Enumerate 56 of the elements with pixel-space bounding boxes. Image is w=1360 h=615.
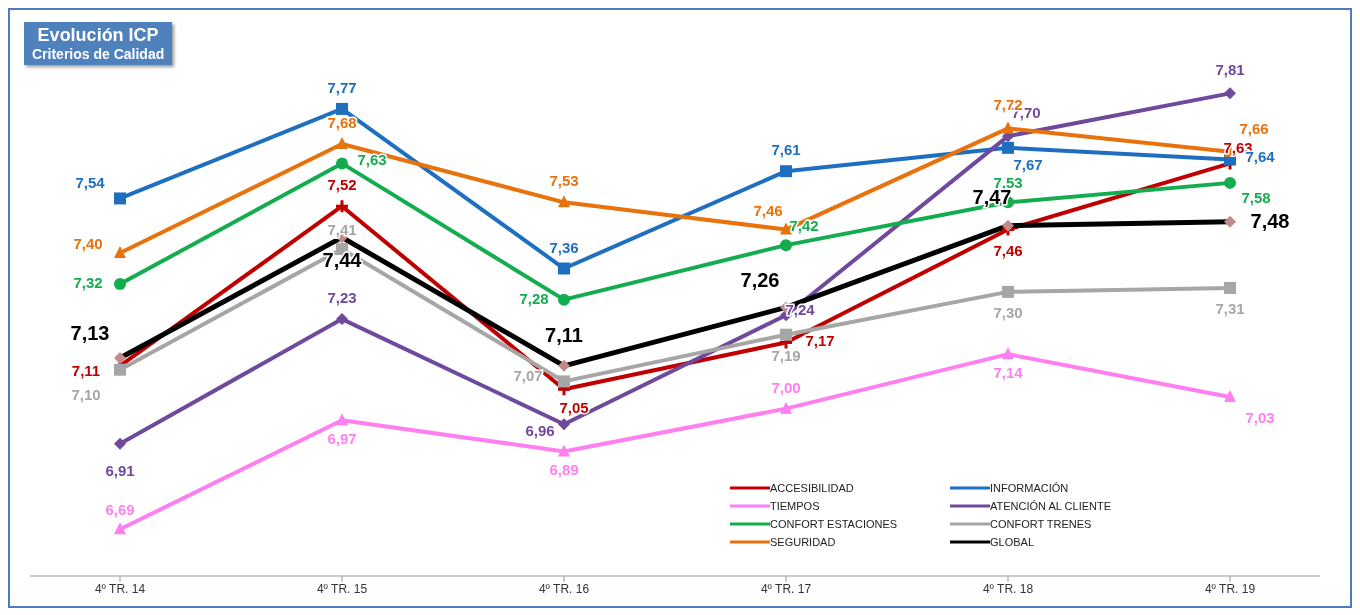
data-label: 7,11: [71, 361, 101, 379]
data-label: 7,10: [71, 385, 101, 403]
data-label: 7,41: [327, 221, 357, 239]
data-label: 7,14: [993, 364, 1024, 382]
legend-label: GLOBAL: [990, 536, 1035, 548]
data-label: 7,36: [549, 238, 579, 256]
chart-subtitle: Criterios de Calidad: [32, 46, 165, 62]
data-label: 7,46: [993, 241, 1023, 259]
data-label: 7,67: [1013, 155, 1043, 173]
data-label: 7,13: [70, 322, 110, 345]
data-label: 7,11: [545, 323, 583, 346]
data-label: 7,53: [549, 172, 579, 190]
legend-label: CONFORT ESTACIONES: [770, 518, 898, 530]
x-tick-label: 4º TR. 19: [1204, 581, 1256, 596]
data-label: 7,28: [519, 289, 549, 307]
x-tick-label: 4º TR. 18: [982, 581, 1034, 596]
data-label: 7,61: [771, 141, 801, 159]
data-label: 7,23: [327, 289, 357, 307]
legend-label: ACCESIBILIDAD: [770, 482, 854, 494]
data-label: 7,31: [1215, 299, 1245, 317]
data-label: 7,54: [75, 174, 106, 192]
data-label: 7,40: [73, 234, 103, 252]
data-label: 7,77: [327, 78, 357, 96]
data-label: 6,89: [549, 461, 579, 479]
data-label: 7,48: [1250, 209, 1290, 232]
data-label: 7,68: [327, 113, 357, 131]
data-label: 7,00: [771, 378, 801, 396]
data-label: 6,96: [525, 422, 555, 440]
data-label: 7,63: [357, 151, 387, 169]
data-label: 7,07: [513, 367, 543, 385]
data-label: 7,58: [1241, 188, 1271, 206]
data-label: 7,52: [327, 176, 357, 194]
x-tick-label: 4º TR. 14: [94, 581, 146, 596]
data-label: 7,44: [322, 249, 363, 272]
legend-label: INFORMACIÓN: [990, 482, 1069, 494]
legend-label: ATENCIÓN AL CLIENTE: [990, 500, 1112, 512]
legend-label: TIEMPOS: [770, 500, 820, 512]
data-label: 7,81: [1215, 61, 1245, 79]
data-label: 6,97: [327, 430, 357, 448]
data-label: 6,69: [105, 501, 135, 519]
x-tick-label: 4º TR. 16: [538, 581, 590, 596]
chart-title: Evolución ICP: [36, 25, 160, 46]
legend-label: CONFORT TRENES: [990, 518, 1092, 530]
data-label: 7,32: [73, 274, 103, 292]
x-tick-label: 4º TR. 15: [316, 581, 368, 596]
data-label: 7,30: [993, 303, 1023, 321]
data-label: 7,46: [753, 201, 783, 219]
data-label: 7,05: [559, 399, 589, 417]
data-label: 7,17: [805, 332, 835, 350]
data-label: 6,91: [105, 461, 135, 479]
data-label: 7,26: [740, 269, 780, 292]
data-label: 7,66: [1239, 119, 1269, 137]
data-label: 7,03: [1245, 408, 1275, 426]
x-tick-label: 4º TR. 17: [760, 581, 812, 596]
data-label: 7,19: [771, 346, 801, 364]
legend-label: SEGURIDAD: [770, 536, 836, 548]
